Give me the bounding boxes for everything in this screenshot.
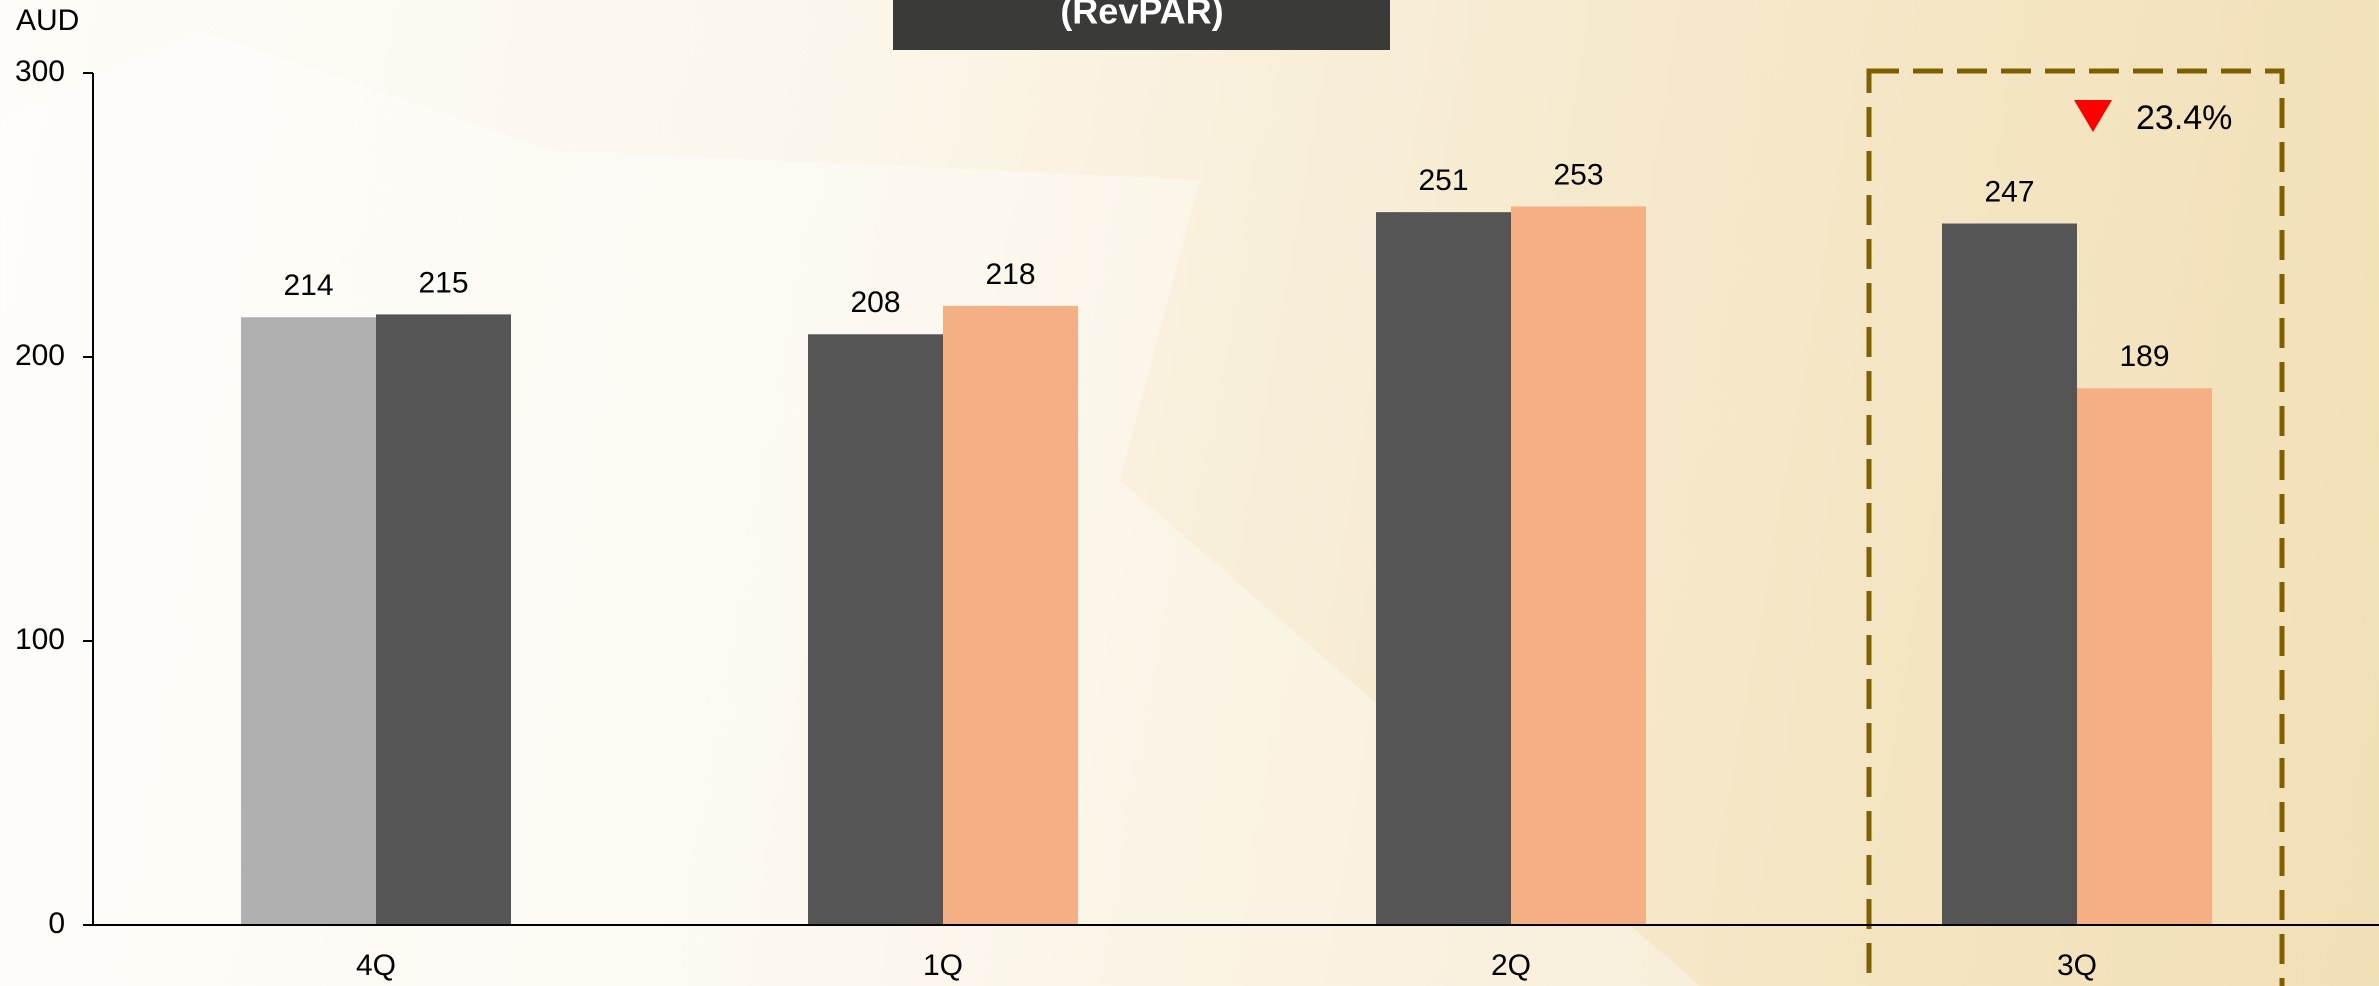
- bar: [241, 317, 376, 925]
- bar: [1376, 212, 1511, 925]
- data-label: 251: [1418, 164, 1468, 197]
- bar: [943, 305, 1078, 925]
- y-tick-label: 200: [15, 339, 65, 372]
- title-box: [893, 0, 1390, 50]
- chart-title: (RevPAR): [1060, 0, 1223, 32]
- y-tick-label: 300: [15, 55, 65, 88]
- data-label: 218: [985, 258, 1035, 291]
- x-tick-label: 3Q: [2057, 949, 2097, 982]
- x-tick-label: 1Q: [923, 949, 963, 982]
- x-tick-label: 2Q: [1491, 949, 1531, 982]
- y-tick-label: 100: [15, 623, 65, 656]
- data-label: 214: [283, 269, 333, 302]
- highlight-box: [1866, 68, 2285, 986]
- data-label: 208: [850, 286, 900, 319]
- bar: [1511, 206, 1646, 926]
- data-label: 253: [1553, 158, 1603, 191]
- bar: [1942, 223, 2077, 925]
- down-arrow: [2074, 100, 2112, 132]
- y-axis-label: AUD: [16, 4, 79, 37]
- annotation: 23.4%: [2136, 99, 2232, 137]
- data-label: 189: [2119, 340, 2169, 373]
- y-tick-label: 0: [48, 907, 65, 940]
- data-label: 215: [418, 266, 468, 299]
- bar: [376, 314, 511, 925]
- bar: [2077, 388, 2212, 925]
- x-tick-label: 4Q: [356, 949, 396, 982]
- data-label: 247: [1984, 175, 2034, 208]
- bar: [808, 334, 943, 925]
